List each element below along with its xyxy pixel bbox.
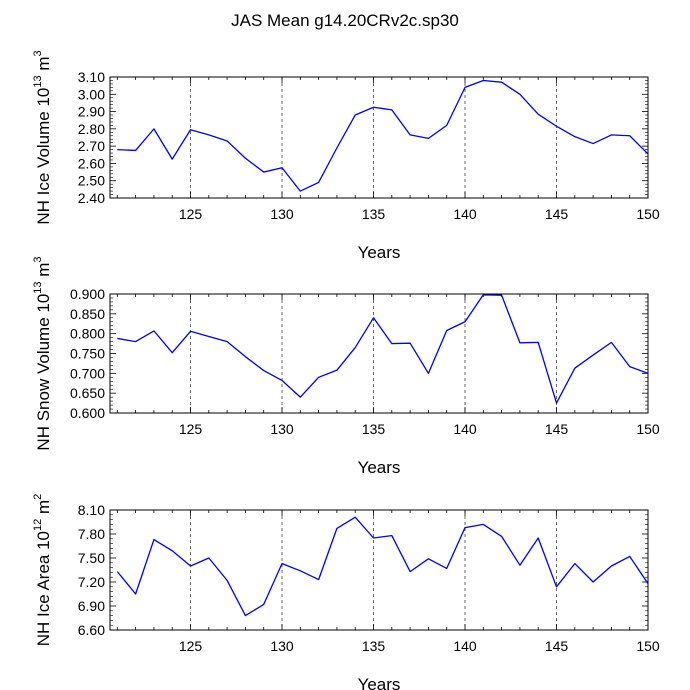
panel-2-xtick-label: 130 (270, 421, 294, 437)
panel-2-ytick-label: 0.650 (70, 385, 105, 401)
panel-1-xtick-label: 125 (179, 206, 203, 222)
panel-3-ylabel-part: m (34, 500, 53, 519)
panel-1-ylabel-part: 13 (32, 75, 44, 87)
panel-1-ytick-label: 2.80 (78, 121, 105, 137)
panel-1-xtick-label: 145 (545, 206, 569, 222)
panel-1-xtick-label: 150 (636, 206, 660, 222)
panel-2-ytick-label: 0.750 (70, 346, 105, 362)
panel-3-xlabel: Years (358, 675, 401, 690)
panel-3: 6.60 6.90 7.20 7.50 7.80 8.10 125 130 135 140 145 1… (32, 494, 660, 690)
panel-3-xtick-label: 125 (179, 638, 203, 654)
panel-2-ylabel-part: 10 (34, 294, 53, 313)
panel-1-xtick-label: 140 (453, 206, 477, 222)
panel-2-frame (109, 293, 649, 414)
panel-3-ytick-label: 7.20 (78, 574, 105, 590)
panel-1-ylabel: NH Ice Volume 1013 m3 (32, 50, 53, 224)
panel-2-ylabel-part: m (34, 263, 53, 282)
panel-1-ytick-label: 2.70 (78, 138, 105, 154)
panel-3-xtick-label: 145 (545, 638, 569, 654)
panel-2-xtick-label: 150 (636, 421, 660, 437)
panel-2-xtick-label: 145 (545, 421, 569, 437)
panel-2-ylabel: NH Snow Volume 1013 m3 (32, 256, 53, 450)
panel-1-frame (109, 76, 649, 199)
panel-2-xtick-label: 135 (362, 421, 386, 437)
panel-3-xtick-label: 135 (362, 638, 386, 654)
panel-3-ytick-label: 6.90 (78, 598, 105, 614)
panel-1-xtick-label: 135 (362, 206, 386, 222)
panel-2-xtick-label: 125 (179, 421, 203, 437)
panel-3-ylabel-part: 10 (34, 531, 53, 550)
panel-3-ylabel-part: NH Ice Area (34, 550, 53, 646)
panel-3-ytick-label: 7.50 (78, 550, 105, 566)
panel-1-ylabel-part: m (34, 56, 53, 75)
panel-3-ylabel-part: 2 (32, 494, 44, 500)
figure-title: JAS Mean g14.20CRv2c.sp30 (231, 11, 459, 30)
panel-2-ylabel-part: 13 (32, 281, 44, 293)
panel-2-ytick-label: 0.600 (70, 405, 105, 421)
panel-1-ylabel-part: 3 (32, 50, 44, 56)
panel-1-ytick-label: 2.40 (78, 190, 105, 206)
panel-3-series-line (116, 516, 649, 617)
panel-2: 0.600 0.650 0.700 0.750 0.800 0.850 0.900 125 13… (32, 256, 660, 477)
panel-2-xlabel: Years (358, 458, 401, 477)
panel-2-ylabel-part: NH Snow Volume (34, 313, 53, 451)
panel-1-ytick-label: 3.10 (78, 69, 105, 85)
panel-1-xtick-label: 130 (270, 206, 294, 222)
panel-2-series-line (117, 294, 649, 404)
panel-1-ylabel-part: 10 (34, 88, 53, 107)
panel-1: 2.402.50 2.602.702.802.90 3.003.10 125 130 13… (32, 50, 660, 262)
panel-2-ytick-label: 0.700 (70, 365, 105, 381)
panel-2-xtick-label: 140 (453, 421, 477, 437)
panels: 2.402.50 2.602.702.802.90 3.003.10 125 130 13… (32, 50, 660, 690)
panel-3-xtick-label: 150 (636, 638, 660, 654)
panel-1-ytick-label: 3.00 (78, 86, 105, 102)
panel-2-ytick-label: 0.800 (70, 326, 105, 342)
panel-2-ytick-label: 0.850 (70, 306, 105, 322)
panel-2-ytick-label: 0.900 (70, 286, 105, 302)
panel-3-frame (109, 509, 649, 631)
panel-3-ytick-label: 6.60 (78, 622, 105, 638)
panel-1-ytick-label: 2.50 (78, 173, 105, 189)
panel-1-xlabel: Years (358, 243, 401, 262)
panel-3-ylabel-part: 12 (32, 519, 44, 531)
panel-3-ytick-label: 8.10 (78, 502, 105, 518)
panel-1-series-line (117, 79, 649, 192)
panel-2-ylabel-part: 3 (32, 256, 44, 262)
panel-1-ytick-label: 2.90 (78, 104, 105, 120)
panel-3-xtick-label: 130 (270, 638, 294, 654)
panel-1-ytick-label: 2.60 (78, 155, 105, 171)
panel-3-xtick-label: 140 (453, 638, 477, 654)
panel-1-ylabel-part: NH Ice Volume (34, 107, 53, 225)
panel-3-ylabel: NH Ice Area 1012 m2 (32, 494, 53, 647)
panel-3-ytick-label: 7.80 (78, 526, 105, 542)
